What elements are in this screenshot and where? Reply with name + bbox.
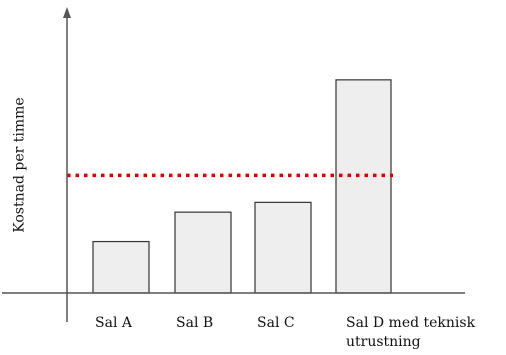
bar-sal-b	[174, 211, 232, 294]
bar-sal-c	[254, 201, 312, 294]
bar-sal-a	[92, 240, 150, 294]
x-tick-label-sal-b: Sal B	[176, 315, 214, 331]
x-tick-label-sal-a: Sal A	[95, 315, 132, 331]
bar-sal-d-med-teknisk-utrustning	[335, 79, 392, 294]
x-tick-label-sal-c: Sal C	[257, 315, 295, 331]
x-tick-label-sal-d: Sal D med teknisk utrustning	[346, 315, 476, 350]
bars-group	[92, 79, 392, 294]
y-axis-arrow-icon	[63, 7, 71, 18]
